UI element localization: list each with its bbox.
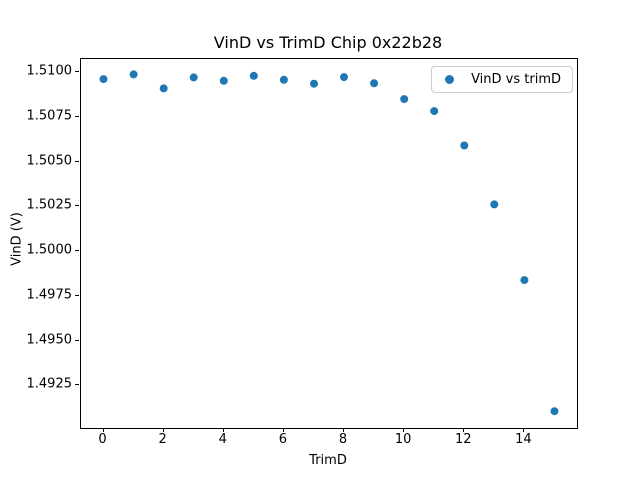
data-point [279, 75, 288, 84]
y-tick-mark [75, 250, 79, 252]
y-axis-label: VinD (V) [9, 212, 25, 266]
x-tick-label: 4 [218, 432, 227, 447]
data-point [340, 73, 348, 82]
legend-label: VinD vs trimD [471, 72, 561, 87]
x-tick-label: 6 [278, 432, 288, 447]
x-tick-mark [282, 428, 284, 432]
data-point [310, 79, 318, 88]
y-tick-label: 1.4950 [26, 332, 73, 348]
y-tick-label: 1.4925 [26, 376, 73, 392]
x-tick-label: 2 [158, 432, 167, 447]
y-tick-mark [75, 160, 79, 162]
x-tick-label: 0 [98, 432, 107, 447]
x-tick-mark [343, 428, 344, 432]
legend: VinD vs trimD [431, 66, 573, 93]
x-tick-mark [463, 428, 465, 432]
y-tick-label: 1.5075 [26, 108, 73, 124]
data-point [159, 84, 168, 93]
data-point [520, 276, 529, 285]
x-tick-label: 12 [455, 432, 472, 447]
x-tick-mark [523, 428, 525, 432]
y-tick-mark [75, 71, 79, 73]
x-tick-mark [102, 428, 104, 432]
y-tick-mark [75, 384, 79, 386]
x-tick-label: 10 [394, 432, 412, 447]
y-tick-mark [75, 294, 79, 296]
y-tick-label: 1.5100 [26, 63, 73, 79]
data-point [460, 141, 469, 150]
legend-marker-icon [445, 75, 455, 84]
x-tick-mark [403, 428, 405, 432]
scatter-points-layer [99, 70, 559, 416]
data-point [370, 79, 379, 88]
data-point [249, 71, 258, 80]
x-tick-mark [222, 428, 224, 432]
data-point [129, 70, 138, 79]
chart-title: VinD vs TrimD Chip 0x22b28 [213, 33, 443, 52]
y-tick-label: 1.5050 [26, 153, 73, 169]
y-tick-mark [75, 339, 79, 341]
y-tick-label: 1.4975 [26, 287, 73, 303]
y-tick-mark [75, 205, 79, 207]
data-point [490, 200, 499, 209]
y-tick-label: 1.5025 [26, 197, 73, 213]
data-point [430, 107, 439, 116]
data-point [550, 407, 559, 416]
y-tick-label: 1.5000 [26, 242, 73, 258]
data-point [400, 95, 409, 104]
x-tick-label: 8 [338, 432, 348, 447]
y-tick-mark [75, 115, 79, 117]
data-point [219, 76, 228, 85]
data-point [99, 75, 108, 84]
x-axis-label: TrimD [309, 453, 347, 468]
x-tick-mark [162, 428, 164, 432]
x-tick-label: 14 [515, 432, 532, 447]
data-point [189, 73, 198, 82]
plot-area: VinD vs trimD [80, 58, 578, 429]
